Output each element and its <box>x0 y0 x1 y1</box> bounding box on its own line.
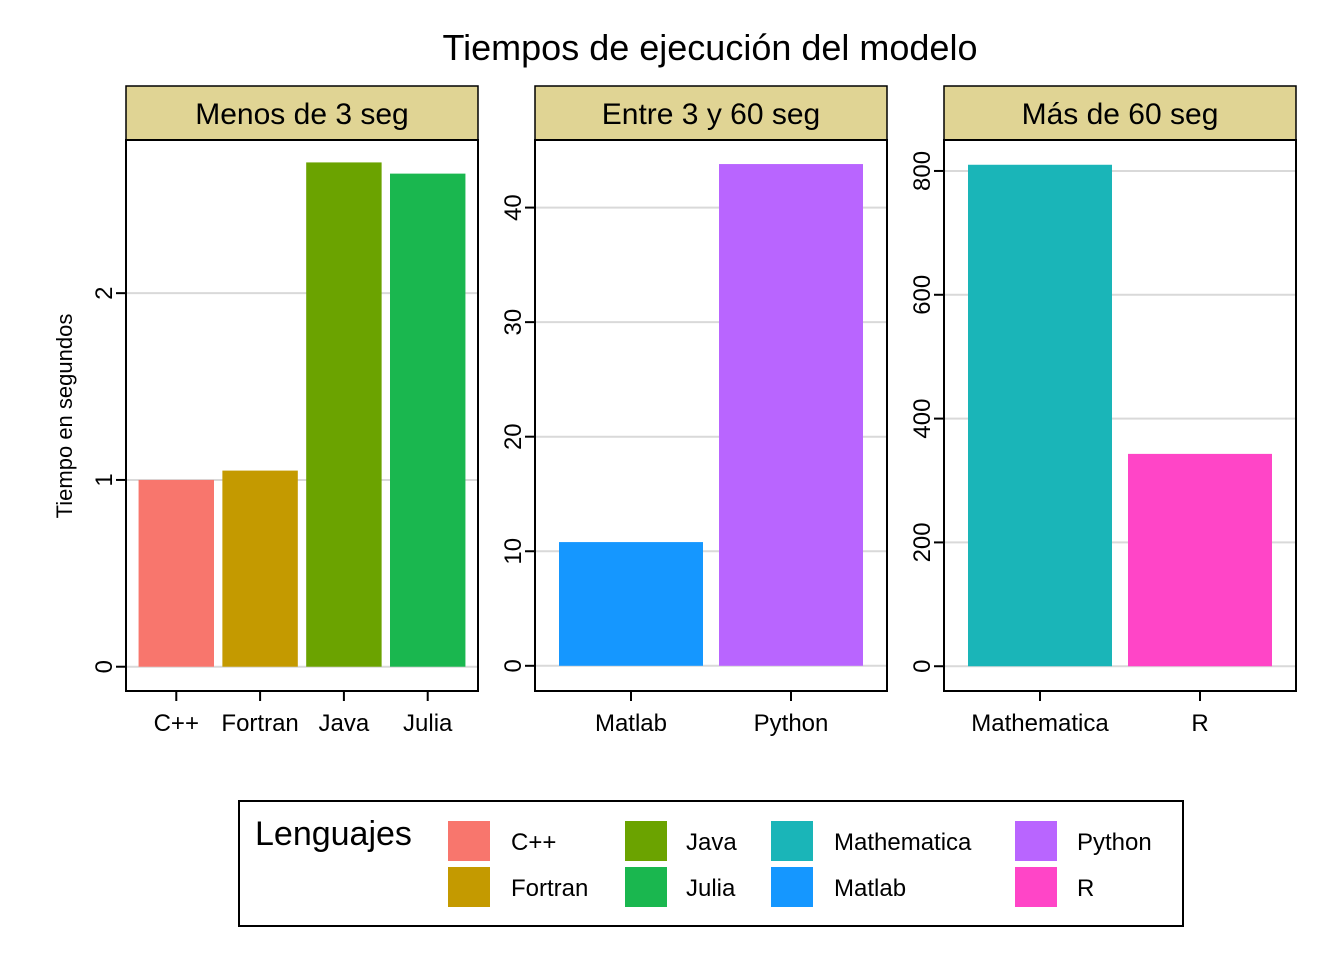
legend-title: Lenguajes <box>255 815 412 853</box>
bar-cplus <box>138 479 214 667</box>
facet-strip-label: Más de 60 seg <box>1022 98 1219 131</box>
y-tick-label: 0 <box>500 659 527 672</box>
y-tick-label: 600 <box>909 275 936 315</box>
x-tick-label: Java <box>319 710 370 737</box>
x-tick-label: Fortran <box>221 710 298 737</box>
panel-border <box>125 139 479 692</box>
facet-strip-label: Menos de 3 seg <box>195 98 408 131</box>
facet-panel-1: Menos de 3 seg C++ Fortran Java Julia 0 1 2 <box>91 85 479 737</box>
y-tick-label: 10 <box>500 538 527 565</box>
legend-label: Java <box>686 829 737 856</box>
y-tick-label: 400 <box>909 399 936 439</box>
facet-panels: Menos de 3 seg C++ Fortran Java Julia 0 1 2 Entr… <box>91 85 1297 737</box>
y-tick-label: 40 <box>500 194 527 221</box>
facet-strip <box>943 85 1297 141</box>
legend-label: Matlab <box>834 875 906 902</box>
y-tick-label: 0 <box>91 660 118 673</box>
bar-java <box>306 162 382 667</box>
legend-key-mathematica <box>771 821 813 861</box>
legend-label: Python <box>1077 829 1152 856</box>
bar-python <box>719 164 863 666</box>
x-tick-label: Matlab <box>595 710 667 737</box>
y-tick-label: 200 <box>909 522 936 562</box>
y-tick-label: 1 <box>91 473 118 486</box>
bar-matlab <box>559 542 703 666</box>
panel-border <box>534 139 888 692</box>
legend-key-matlab <box>771 867 813 907</box>
legend-key-java <box>625 821 667 861</box>
bar-julia <box>390 173 466 667</box>
x-tick-label: Python <box>754 710 829 737</box>
y-tick-label: 800 <box>909 151 936 191</box>
y-tick-label: 20 <box>500 423 527 450</box>
bar-r <box>1128 453 1272 667</box>
legend-label: Julia <box>686 875 736 902</box>
legend-label: Fortran <box>511 875 588 902</box>
bar-mathematica <box>968 164 1112 667</box>
legend-label: C++ <box>511 829 556 856</box>
legend-label: R <box>1077 875 1094 902</box>
bar-fortran <box>222 470 298 667</box>
y-tick-label: 30 <box>500 309 527 336</box>
facet-panel-2: Entre 3 y 60 seg Matlab Python 0 10 20 30 40 <box>500 85 888 737</box>
x-tick-label: Julia <box>403 710 453 737</box>
facet-strip <box>125 85 479 141</box>
panel-border <box>943 139 1297 692</box>
chart-title: Tiempos de ejecución del modelo <box>443 27 978 68</box>
y-tick-label: 2 <box>91 286 118 299</box>
y-axis-title: Tiempo en segundos <box>52 314 77 519</box>
x-tick-label: R <box>1191 710 1208 737</box>
facet-panel-3: Más de 60 seg Mathematica R 0 200 400 600 800 <box>909 85 1297 737</box>
facet-strip <box>534 85 888 141</box>
legend-key-fortran <box>448 867 490 907</box>
facet-strip-label: Entre 3 y 60 seg <box>602 98 820 131</box>
y-tick-label: 0 <box>909 660 936 673</box>
legend: Lenguajes C++ Fortran Java Julia Mathematica M… <box>238 800 1184 927</box>
legend-label: Mathematica <box>834 829 972 856</box>
legend-key-julia <box>625 867 667 907</box>
x-tick-label: Mathematica <box>971 710 1109 737</box>
legend-key-cplus <box>448 821 490 861</box>
x-tick-label: C++ <box>154 710 199 737</box>
legend-key-python <box>1015 821 1057 861</box>
legend-key-r <box>1015 867 1057 907</box>
